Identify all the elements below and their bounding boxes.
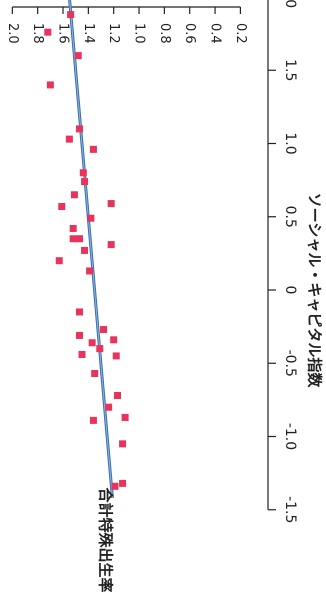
data-point xyxy=(111,482,119,490)
data-point xyxy=(121,413,129,421)
y-tick-label: 1.4 xyxy=(81,23,96,44)
data-point xyxy=(75,331,83,339)
data-point xyxy=(75,308,83,316)
data-point xyxy=(69,224,77,232)
data-point xyxy=(75,235,83,243)
data-point xyxy=(89,145,97,153)
data-point xyxy=(107,241,115,249)
data-point xyxy=(78,350,86,358)
y-tick-label: 1.0 xyxy=(132,23,147,44)
x-tick-label: -0.5 xyxy=(282,350,298,377)
y-tick-label: 0.6 xyxy=(182,23,197,44)
data-points xyxy=(44,11,129,490)
data-point xyxy=(74,52,82,60)
y-tick-label: 1.8 xyxy=(30,23,45,44)
data-point xyxy=(110,336,118,344)
data-point xyxy=(107,200,115,208)
data-point xyxy=(81,178,89,186)
data-point xyxy=(67,11,75,19)
data-point xyxy=(96,345,104,353)
data-point xyxy=(119,440,127,448)
y-tick-label: 0.4 xyxy=(208,23,223,44)
data-point xyxy=(100,326,108,334)
axes xyxy=(11,0,276,511)
x-tick-label: -1.0 xyxy=(282,423,298,450)
data-point xyxy=(86,267,94,275)
data-point xyxy=(119,479,127,487)
data-point xyxy=(70,191,78,199)
data-point xyxy=(91,370,99,378)
data-point xyxy=(81,246,89,254)
trendline-highlight xyxy=(69,0,113,499)
trendline-group xyxy=(68,0,114,499)
data-point xyxy=(75,125,83,133)
data-point xyxy=(55,257,63,265)
y-tick-label: 2.0 xyxy=(5,23,20,44)
data-point xyxy=(87,214,95,222)
y-tick-label: 1.6 xyxy=(56,23,71,44)
x-tick-label: 2.0 xyxy=(282,0,298,8)
data-point xyxy=(114,391,122,399)
y-tick-label: 0.8 xyxy=(157,23,172,44)
x-tick-label: 1.0 xyxy=(282,132,298,154)
x-tick-label: -1.5 xyxy=(282,496,298,523)
data-point xyxy=(112,352,120,360)
data-point xyxy=(79,169,87,177)
x-axis-title: ソーシャル・キャピタル指数 xyxy=(306,193,324,389)
x-tick-label: 0 xyxy=(282,286,298,295)
axis-labels: -1.5 -1.0 -0.5 0 0.5 1.0 1.5 2.0 2.0 1.8 1.6 1.4 1.2… xyxy=(5,0,324,593)
data-point xyxy=(89,416,97,424)
data-point xyxy=(65,135,73,143)
data-point xyxy=(44,28,52,36)
y-axis-title: 合計特殊出生率 xyxy=(97,486,115,592)
y-tick-label: 0.2 xyxy=(233,23,248,44)
data-point xyxy=(46,81,54,89)
data-point xyxy=(105,403,113,411)
data-point xyxy=(88,339,96,347)
x-tick-label: 0.5 xyxy=(282,206,298,228)
y-tick-label: 1.2 xyxy=(106,23,121,44)
data-point xyxy=(58,202,66,210)
x-tick-label: 1.5 xyxy=(282,59,298,81)
data-point xyxy=(69,235,77,243)
